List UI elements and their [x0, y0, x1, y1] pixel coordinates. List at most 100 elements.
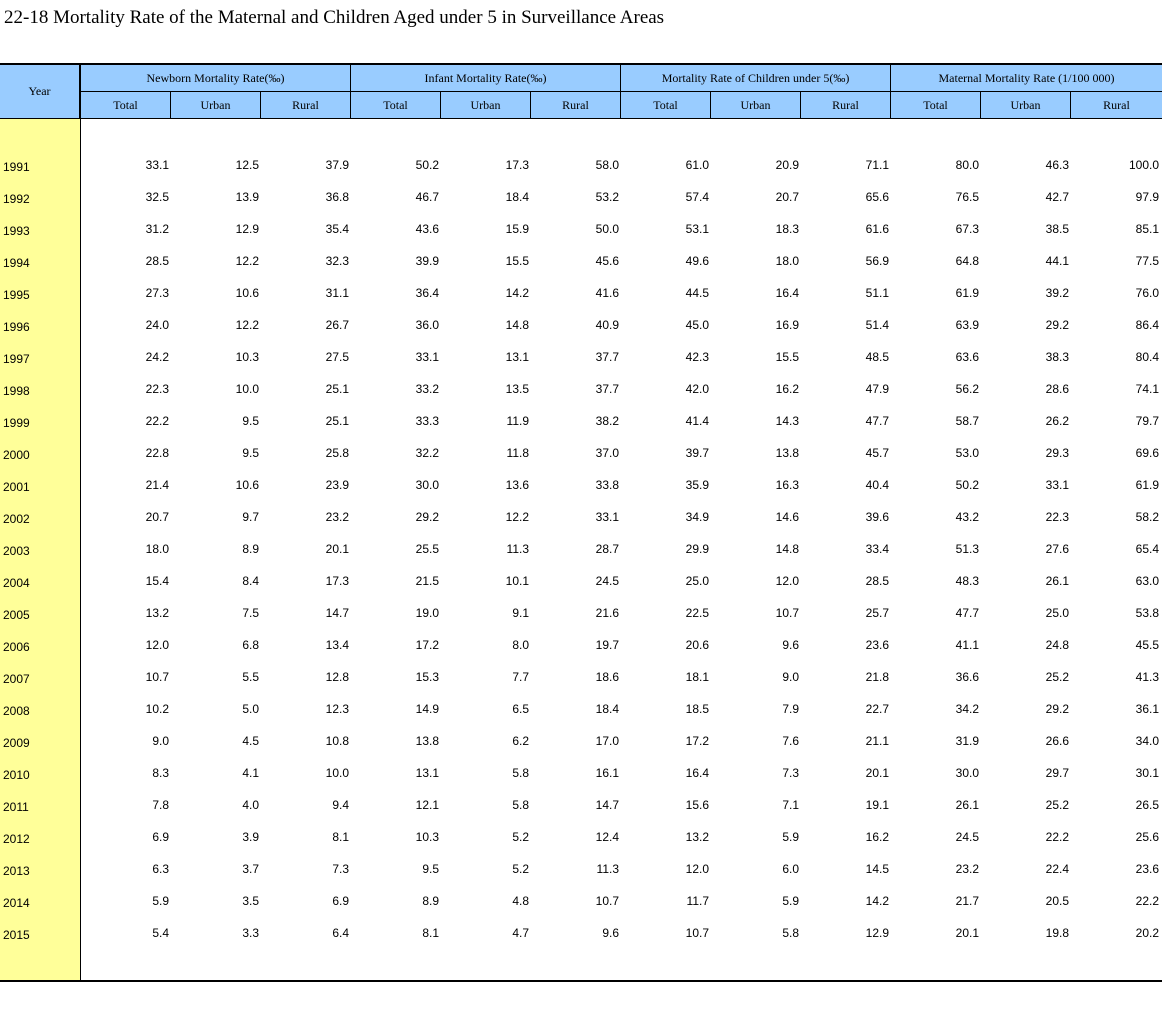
value-cell: 46.7 — [415, 190, 439, 204]
value-cell: 12.8 — [325, 670, 349, 684]
value-cell: 24.8 — [1045, 638, 1069, 652]
value-cell: 25.0 — [685, 574, 709, 588]
value-cell: 13.2 — [685, 830, 709, 844]
table-row: 2001 21.4 10.6 23.9 30.0 13.6 33.8 35.9 16.3 40.4… — [0, 471, 1162, 503]
value-cell: 7.7 — [512, 670, 529, 684]
value-cell: 23.2 — [955, 862, 979, 876]
value-cell: 65.4 — [1135, 542, 1159, 556]
table-header: Newborn Mortality Rate(‰) Infant Mortali… — [81, 65, 1162, 119]
value-cell: 7.9 — [782, 702, 799, 716]
table-row: 2015 5.4 3.3 6.4 8.1 4.7 9.6 10.7 5.8 12.9 20.1 19.… — [0, 919, 1162, 951]
year-cell: 2010 — [3, 768, 30, 782]
value-cell: 7.5 — [242, 606, 259, 620]
value-cell: 58.2 — [1135, 510, 1159, 524]
value-cell: 14.8 — [775, 542, 799, 556]
value-cell: 45.6 — [595, 254, 619, 268]
value-cell: 20.6 — [685, 638, 709, 652]
value-cell: 9.5 — [422, 862, 439, 876]
value-cell: 20.7 — [775, 190, 799, 204]
table-row: 1996 24.0 12.2 26.7 36.0 14.8 40.9 45.0 16.9 51.4… — [0, 311, 1162, 343]
table-row: 2007 10.7 5.5 12.8 15.3 7.7 18.6 18.1 9.0 21.8 36.… — [0, 663, 1162, 695]
year-cell: 2008 — [3, 704, 30, 718]
value-cell: 12.0 — [775, 574, 799, 588]
value-cell: 6.0 — [782, 862, 799, 876]
value-cell: 14.8 — [505, 318, 529, 332]
value-cell: 61.0 — [685, 158, 709, 172]
value-cell: 13.1 — [415, 766, 439, 780]
table-row: 2011 7.8 4.0 9.4 12.1 5.8 14.7 15.6 7.1 19.1 26.1 2… — [0, 791, 1162, 823]
value-cell: 42.0 — [685, 382, 709, 396]
value-cell: 25.5 — [415, 542, 439, 556]
value-cell: 51.1 — [865, 286, 889, 300]
year-cell: 1997 — [3, 352, 30, 366]
group-header-infant: Infant Mortality Rate(‰) — [351, 65, 621, 92]
value-cell: 16.2 — [865, 830, 889, 844]
value-cell: 49.6 — [685, 254, 709, 268]
value-cell: 36.0 — [415, 318, 439, 332]
value-cell: 65.6 — [865, 190, 889, 204]
value-cell: 45.5 — [1135, 638, 1159, 652]
year-cell: 2002 — [3, 512, 30, 526]
value-cell: 15.5 — [505, 254, 529, 268]
year-cell: 2014 — [3, 896, 30, 910]
value-cell: 12.2 — [235, 318, 259, 332]
value-cell: 16.2 — [775, 382, 799, 396]
table-row: 2010 8.3 4.1 10.0 13.1 5.8 16.1 16.4 7.3 20.1 30.0… — [0, 759, 1162, 791]
value-cell: 45.0 — [685, 318, 709, 332]
value-cell: 9.5 — [242, 446, 259, 460]
value-cell: 15.3 — [415, 670, 439, 684]
page-title: 22-18 Mortality Rate of the Maternal and… — [4, 7, 665, 28]
value-cell: 36.6 — [955, 670, 979, 684]
value-cell: 21.4 — [145, 478, 169, 492]
value-cell: 51.3 — [955, 542, 979, 556]
table-row: 1992 32.5 13.9 36.8 46.7 18.4 53.2 57.4 20.7 65.6… — [0, 183, 1162, 215]
value-cell: 39.2 — [1045, 286, 1069, 300]
value-cell: 8.1 — [422, 926, 439, 940]
year-cell: 1995 — [3, 288, 30, 302]
value-cell: 9.6 — [602, 926, 619, 940]
value-cell: 28.5 — [865, 574, 889, 588]
value-cell: 15.9 — [505, 222, 529, 236]
table-row: 2006 12.0 6.8 13.4 17.2 8.0 19.7 20.6 9.6 23.6 41.… — [0, 631, 1162, 663]
value-cell: 50.2 — [415, 158, 439, 172]
value-cell: 40.9 — [595, 318, 619, 332]
value-cell: 44.5 — [685, 286, 709, 300]
value-cell: 5.2 — [512, 862, 529, 876]
value-cell: 18.0 — [775, 254, 799, 268]
value-cell: 5.8 — [512, 766, 529, 780]
value-cell: 9.7 — [242, 510, 259, 524]
value-cell: 25.7 — [865, 606, 889, 620]
value-cell: 38.2 — [595, 414, 619, 428]
year-cell: 2005 — [3, 608, 30, 622]
value-cell: 11.3 — [596, 862, 619, 876]
value-cell: 76.0 — [1135, 286, 1159, 300]
value-cell: 32.2 — [415, 446, 439, 460]
value-cell: 21.7 — [955, 894, 979, 908]
subheader-infant-urban: Urban — [441, 92, 531, 119]
value-cell: 12.2 — [505, 510, 529, 524]
value-cell: 14.6 — [775, 510, 799, 524]
value-cell: 74.1 — [1135, 382, 1159, 396]
year-header: Year — [0, 65, 80, 119]
value-cell: 48.5 — [865, 350, 889, 364]
value-cell: 8.1 — [332, 830, 349, 844]
value-cell: 25.2 — [1045, 798, 1069, 812]
value-cell: 24.2 — [145, 350, 169, 364]
year-cell: 2004 — [3, 576, 30, 590]
value-cell: 69.6 — [1135, 446, 1159, 460]
value-cell: 18.6 — [595, 670, 619, 684]
group-header-maternal: Maternal Mortality Rate (1/100 000) — [891, 65, 1162, 92]
value-cell: 19.1 — [865, 798, 889, 812]
value-cell: 85.1 — [1135, 222, 1159, 236]
value-cell: 24.5 — [955, 830, 979, 844]
value-cell: 22.4 — [1045, 862, 1069, 876]
value-cell: 20.1 — [865, 766, 889, 780]
value-cell: 5.8 — [782, 926, 799, 940]
value-cell: 19.0 — [415, 606, 439, 620]
value-cell: 10.6 — [235, 478, 259, 492]
value-cell: 15.5 — [775, 350, 799, 364]
value-cell: 71.1 — [865, 158, 889, 172]
value-cell: 43.2 — [955, 510, 979, 524]
value-cell: 10.1 — [505, 574, 529, 588]
value-cell: 8.3 — [152, 766, 169, 780]
